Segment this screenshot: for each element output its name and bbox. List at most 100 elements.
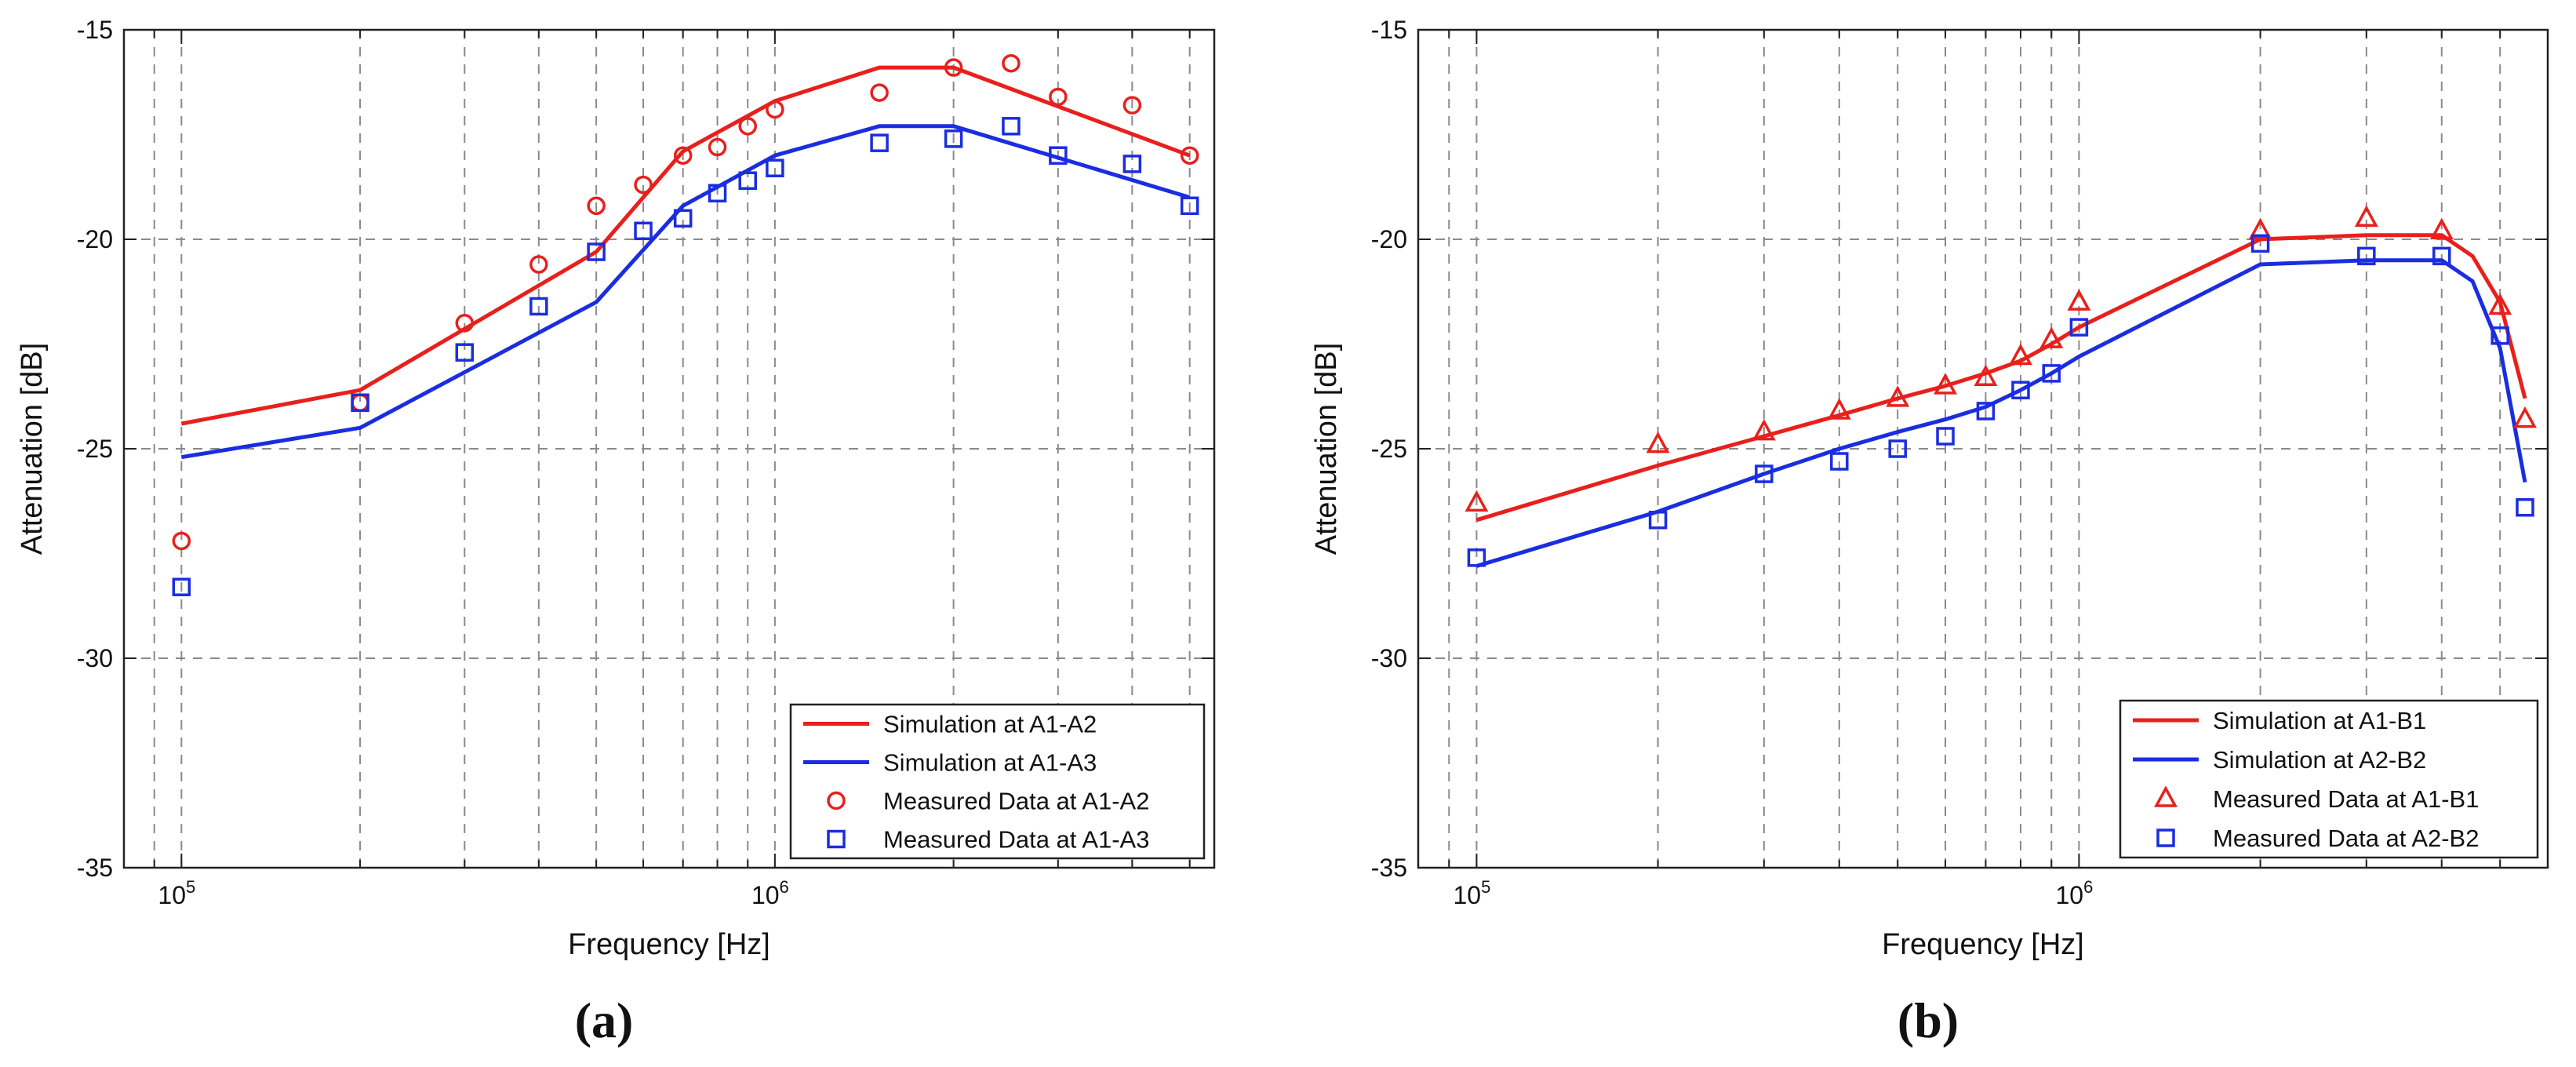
- data-point-circle: [172, 531, 191, 551]
- x-axis-label: Frequency [Hz]: [568, 928, 770, 961]
- data-point-square: [708, 184, 727, 203]
- data-point-square: [1648, 511, 1668, 530]
- chart-panel-b: -35 -30 -25 -20 -15 105 106 Frequency [Hz] Atten…: [1310, 16, 2549, 1048]
- y-tick-label: -20: [77, 225, 113, 253]
- data-point-square: [2357, 246, 2376, 266]
- panel-label: (b): [1897, 992, 1959, 1048]
- series-line-1: [180, 124, 1191, 460]
- data-point-square: [172, 577, 191, 596]
- data-point-square: [2069, 318, 2089, 337]
- data-point-triangle: [2429, 217, 2454, 240]
- data-point-square: [1888, 439, 1907, 458]
- series-line-1: [1475, 258, 2527, 568]
- y-axis-label: Attenuation [dB]: [1310, 343, 1343, 555]
- data-point-square: [2516, 498, 2534, 517]
- chart-panel-a: -35 -30 -25 -20 -15 105 106 Frequency [Hz] Atten…: [16, 16, 1216, 1048]
- data-point-triangle: [2067, 289, 2091, 311]
- y-axis-label: Attenuation [dB]: [16, 343, 49, 555]
- data-point-circle: [708, 137, 727, 157]
- data-point-circle: [634, 175, 653, 195]
- data-point-square: [944, 129, 963, 148]
- data-point-circle: [870, 83, 889, 102]
- legend-label: Simulation at A1-B1: [2213, 707, 2426, 734]
- data-point-triangle: [1934, 373, 1957, 395]
- y-tick-label: -35: [77, 854, 113, 882]
- data-point-triangle: [2009, 343, 2032, 366]
- data-point-square: [2250, 234, 2270, 253]
- legend-swatch-circle: [827, 791, 846, 810]
- data-point-square: [738, 171, 758, 190]
- data-point-triangle: [1974, 364, 1998, 386]
- y-tick-label: -35: [1371, 854, 1407, 882]
- legend-box: [789, 703, 1206, 860]
- data-point-square: [455, 343, 475, 362]
- legend-swatch-triangle: [2154, 785, 2178, 807]
- y-tick-label: -30: [77, 644, 113, 672]
- data-point-square: [1467, 548, 1486, 567]
- legend-label: Measured Data at A1-B1: [2213, 785, 2479, 813]
- y-tick-label: -20: [1371, 225, 1407, 253]
- legend-label: Simulation at A1-A3: [883, 749, 1097, 777]
- data-point-square: [2490, 326, 2509, 345]
- data-point-square: [1180, 196, 1199, 216]
- y-tick-label: -25: [77, 435, 113, 463]
- data-point-circle: [587, 196, 606, 216]
- series-line-0: [1475, 233, 2527, 523]
- data-point-square: [634, 221, 653, 241]
- data-point-triangle: [1752, 418, 1776, 441]
- data-point-square: [1830, 452, 1849, 471]
- panel-label: (a): [575, 992, 634, 1048]
- y-tick-label: -15: [1371, 16, 1407, 44]
- x-tick-label: 105: [1454, 877, 1491, 909]
- x-tick-label: 106: [2055, 877, 2093, 909]
- data-point-triangle: [2488, 293, 2512, 315]
- data-point-square: [2042, 364, 2061, 383]
- series-line-0: [180, 65, 1191, 426]
- x-axis-label: Frequency [Hz]: [1882, 928, 2084, 961]
- data-point-triangle: [1646, 432, 1670, 453]
- data-point-square: [870, 133, 889, 152]
- data-point-square: [1002, 117, 1021, 136]
- legend-label: Simulation at A2-B2: [2213, 746, 2426, 774]
- legend-label: Measured Data at A1-A3: [883, 826, 1149, 854]
- legend-label: Measured Data at A1-A2: [883, 788, 1149, 815]
- legend-label: Measured Data at A2-B2: [2213, 825, 2479, 852]
- data-point-square: [1976, 402, 1996, 421]
- data-point-square: [1122, 155, 1142, 173]
- data-point-square: [351, 393, 369, 413]
- data-point-triangle: [2513, 406, 2537, 428]
- data-point-square: [1755, 464, 1774, 483]
- data-point-circle: [529, 255, 548, 274]
- x-tick-label: 106: [751, 877, 789, 909]
- legend-label: Simulation at A1-A2: [883, 711, 1097, 738]
- data-point-square: [529, 297, 548, 316]
- y-tick-label: -25: [1371, 435, 1407, 463]
- legend-swatch-square: [827, 829, 846, 849]
- legend-box: [2119, 699, 2539, 859]
- data-point-square: [2432, 246, 2451, 266]
- data-point-square: [1049, 146, 1068, 165]
- data-point-triangle: [1886, 385, 1910, 407]
- data-point-triangle: [2248, 217, 2272, 240]
- data-point-circle: [455, 314, 475, 333]
- data-point-circle: [1180, 146, 1199, 165]
- data-point-square: [587, 242, 606, 261]
- y-tick-label: -30: [1371, 644, 1407, 672]
- y-tick-label: -15: [77, 16, 113, 44]
- data-point-triangle: [2354, 205, 2378, 228]
- x-tick-label: 105: [158, 877, 195, 909]
- data-point-triangle: [1827, 398, 1851, 420]
- data-point-square: [766, 158, 784, 177]
- data-point-circle: [766, 100, 784, 119]
- data-point-square: [2011, 381, 2030, 399]
- data-point-circle: [673, 146, 693, 165]
- data-point-square: [673, 209, 693, 228]
- data-point-triangle: [1464, 490, 1489, 512]
- data-point-circle: [1122, 96, 1142, 115]
- data-point-circle: [1002, 53, 1021, 73]
- data-point-circle: [1049, 87, 1068, 107]
- legend-swatch-square: [2156, 828, 2175, 847]
- data-point-circle: [944, 58, 963, 77]
- data-point-circle: [738, 117, 758, 136]
